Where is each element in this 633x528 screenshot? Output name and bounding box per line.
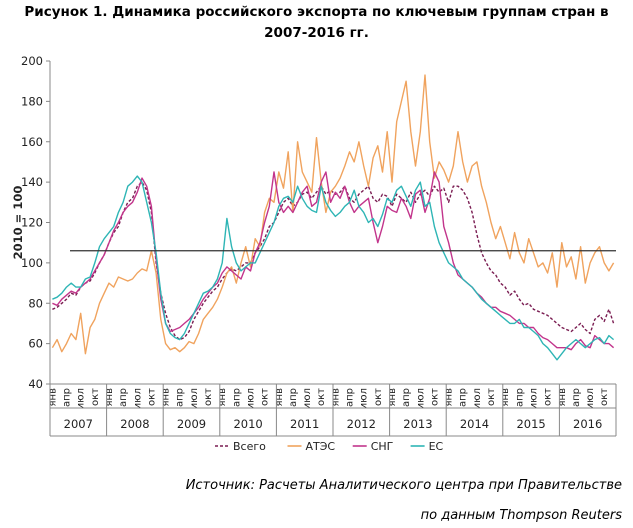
source-line-1: Источник: Расчеты Аналитического центра … — [185, 478, 622, 493]
year-label: 2016 — [573, 417, 602, 431]
month-tick-label: янв — [47, 388, 58, 407]
month-tick-label: июл — [472, 388, 483, 409]
month-tick-label: июл — [359, 388, 370, 409]
month-tick-label: июл — [132, 388, 143, 409]
month-tick-label: окт — [486, 388, 497, 406]
month-tick-label: июл — [189, 388, 200, 409]
legend-label-ЕС: ЕС — [429, 440, 444, 453]
month-tick-label: апр — [458, 388, 469, 407]
legend-label-СНГ: СНГ — [371, 440, 394, 453]
title-line-2: 2007-2016 гг. — [264, 25, 369, 41]
month-tick-label: апр — [118, 388, 129, 407]
y-tick-label: 60 — [28, 337, 43, 351]
y-tick-label: 140 — [21, 175, 43, 189]
month-tick-label: окт — [146, 388, 157, 406]
month-tick-label: апр — [514, 388, 525, 407]
month-tick-label: окт — [203, 388, 214, 406]
month-tick-label: окт — [260, 388, 271, 406]
month-tick-label: янв — [557, 388, 568, 407]
month-tick-label: окт — [599, 388, 610, 406]
year-label: 2011 — [290, 417, 319, 431]
chart-title: Рисунок 1. Динамика российского экспорта… — [0, 2, 633, 44]
month-tick-label: янв — [444, 388, 455, 407]
month-tick-label: апр — [175, 388, 186, 407]
y-tick-label: 200 — [21, 54, 43, 68]
title-line-1: Рисунок 1. Динамика российского экспорта… — [24, 4, 609, 20]
month-tick-label: апр — [62, 388, 73, 407]
month-tick-label: янв — [104, 388, 115, 407]
month-tick-label: апр — [571, 388, 582, 407]
y-tick-label: 120 — [21, 216, 43, 230]
source-line-2: по данным Thompson Reuters — [420, 508, 622, 523]
year-label: 2007 — [64, 417, 93, 431]
month-tick-label: апр — [231, 388, 242, 407]
y-tick-label: 40 — [28, 377, 43, 391]
month-tick-label: янв — [161, 388, 172, 407]
month-tick-label: июл — [528, 388, 539, 409]
month-tick-label: окт — [429, 388, 440, 406]
year-label: 2015 — [516, 417, 545, 431]
legend-label-Всего: Всего — [233, 440, 266, 453]
series-line-Всего — [52, 181, 615, 341]
series-line-ЕС — [52, 175, 615, 361]
series-line-АТЭС — [51, 74, 615, 355]
year-label: 2013 — [403, 417, 432, 431]
month-tick-label: окт — [373, 388, 384, 406]
month-tick-label: окт — [543, 388, 554, 406]
month-tick-label: июл — [585, 388, 596, 409]
month-tick-label: янв — [217, 388, 228, 407]
month-tick-label: янв — [500, 388, 511, 407]
month-tick-label: апр — [288, 388, 299, 407]
year-label: 2009 — [177, 417, 206, 431]
month-tick-label: июл — [302, 388, 313, 409]
month-tick-label: апр — [345, 388, 356, 407]
legend-label-АТЭС: АТЭС — [306, 440, 336, 453]
month-tick-label: апр — [401, 388, 412, 407]
month-tick-label: окт — [316, 388, 327, 406]
month-tick-label: янв — [330, 388, 341, 407]
y-axis-title: 2010 = 100 — [11, 186, 25, 260]
month-tick-label: янв — [274, 388, 285, 407]
month-tick-label: янв — [387, 388, 398, 407]
y-tick-label: 160 — [21, 135, 43, 149]
y-tick-label: 100 — [21, 256, 43, 270]
year-label: 2012 — [347, 417, 376, 431]
month-tick-label: июл — [415, 388, 426, 409]
month-tick-label: июл — [76, 388, 87, 409]
y-tick-label: 80 — [28, 296, 43, 310]
month-tick-label: июл — [245, 388, 256, 409]
month-tick-label: окт — [90, 388, 101, 406]
year-label: 2010 — [233, 417, 262, 431]
year-label: 2008 — [120, 417, 149, 431]
series-line-СНГ — [52, 171, 615, 351]
y-tick-label: 180 — [21, 94, 43, 108]
year-label: 2014 — [460, 417, 489, 431]
